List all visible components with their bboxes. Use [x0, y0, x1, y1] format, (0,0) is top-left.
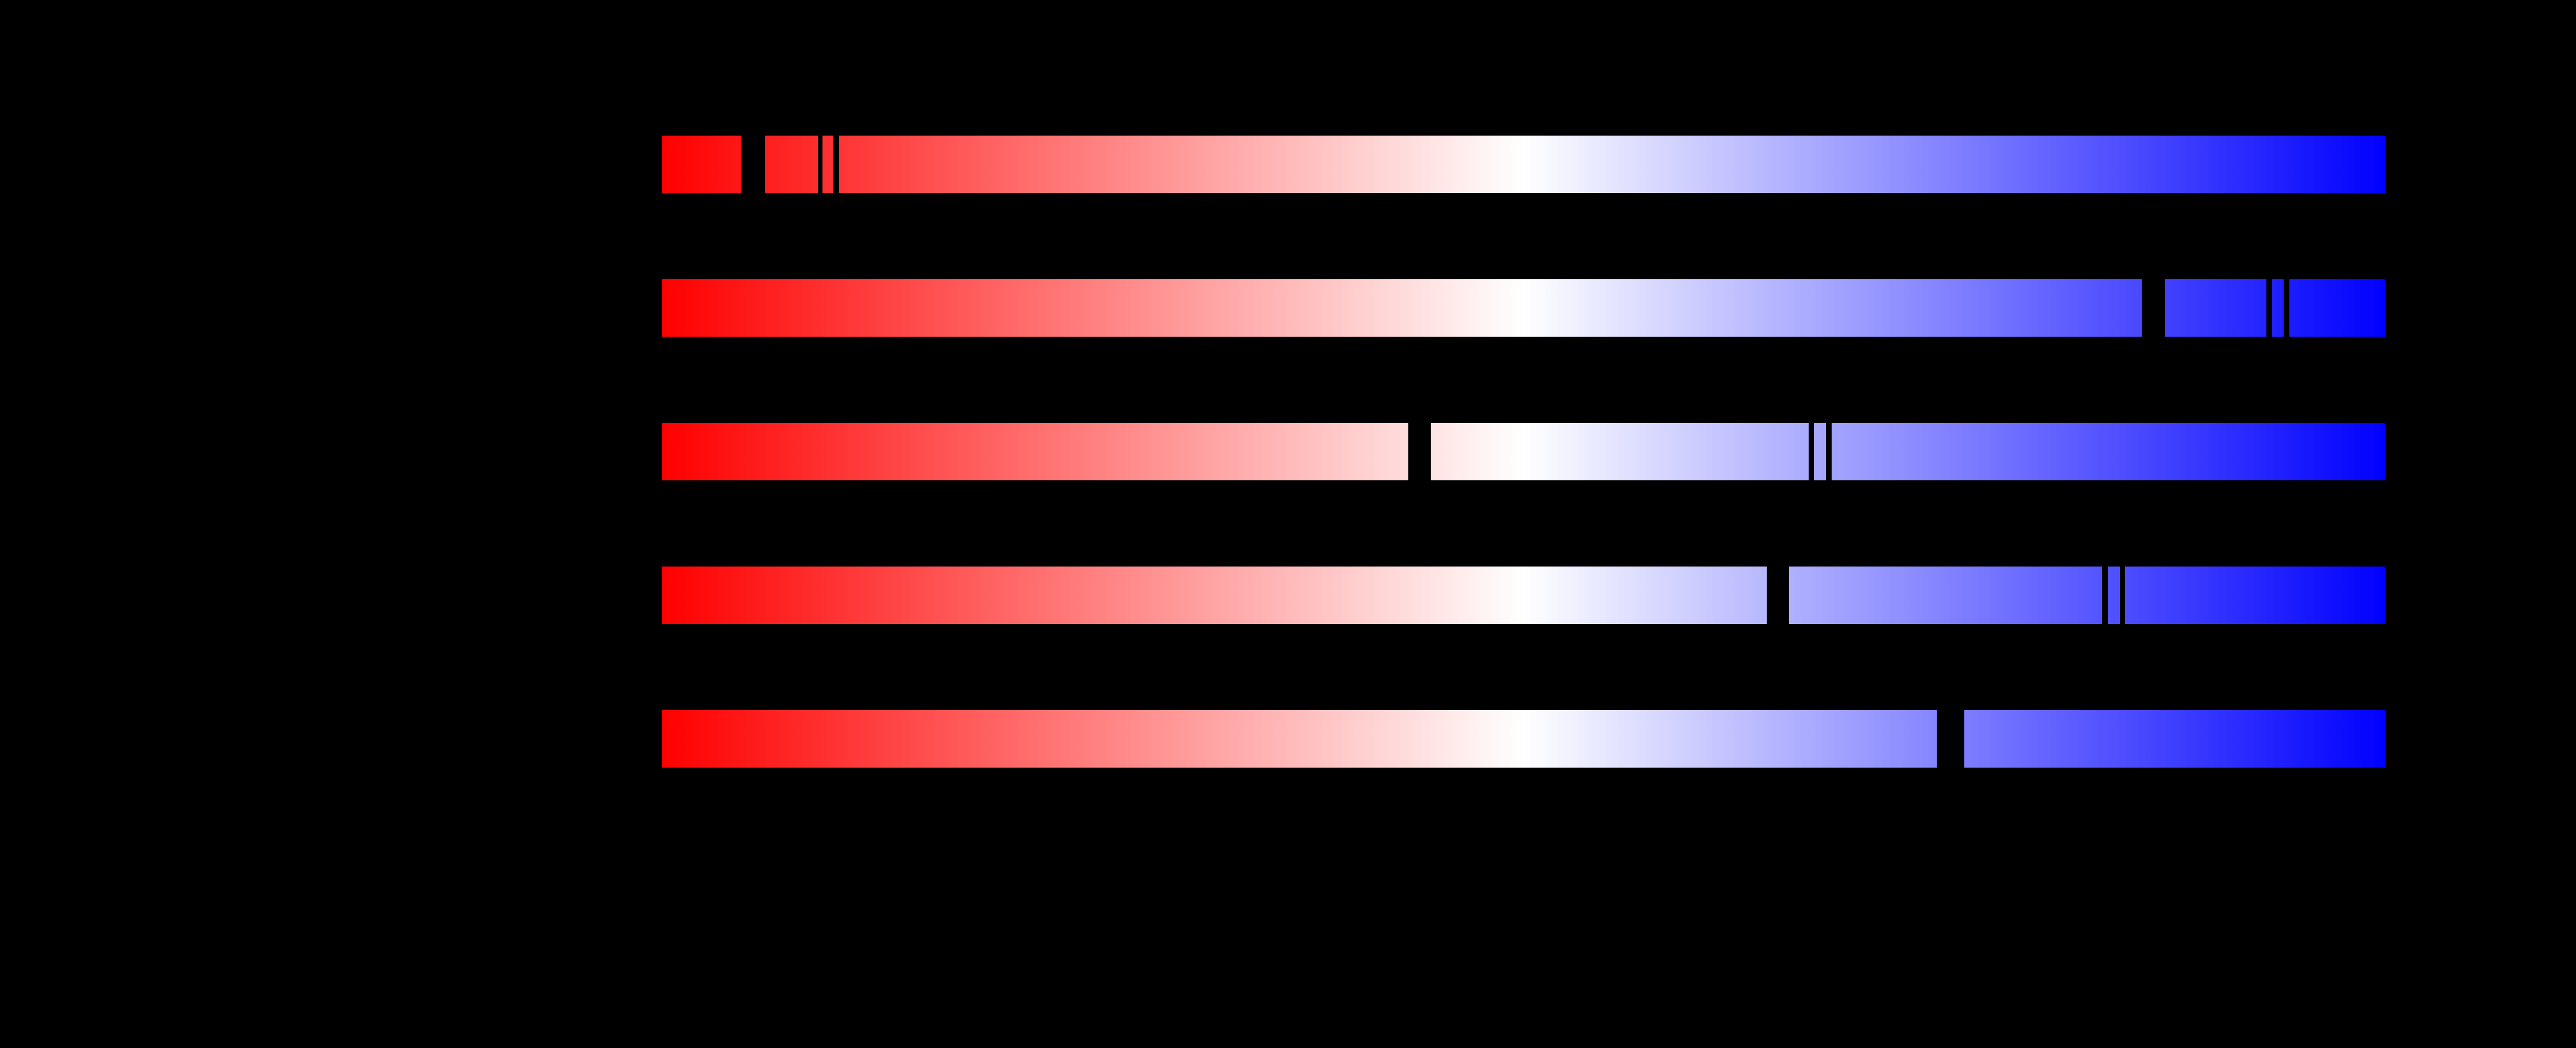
gradient-strip-3	[662, 422, 2385, 481]
strip-2-masked-gap-2	[2266, 279, 2272, 337]
strip-3-masked-gap-2	[1809, 422, 1814, 481]
strip-1-masked-gap-2	[818, 135, 822, 194]
gradient-strip-4	[662, 566, 2385, 625]
strip-4-masked-gap-2	[2102, 566, 2108, 625]
strip-5-masked-gap-1	[1937, 710, 1964, 768]
strip-4-masked-gap-3	[2120, 566, 2125, 625]
gradient-strip-1	[662, 135, 2385, 194]
strip-1-masked-gap-1	[741, 135, 765, 194]
strip-2-masked-gap-3	[2284, 279, 2289, 337]
strip-2-masked-gap-1	[2142, 279, 2165, 337]
strip-3-masked-gap-3	[1826, 422, 1832, 481]
gradient-strip-2	[662, 279, 2385, 337]
strip-1-masked-gap-3	[833, 135, 839, 194]
strip-3-masked-gap-1	[1408, 422, 1431, 481]
gradient-strip-5	[662, 710, 2385, 768]
strip-4-masked-gap-1	[1767, 566, 1789, 625]
